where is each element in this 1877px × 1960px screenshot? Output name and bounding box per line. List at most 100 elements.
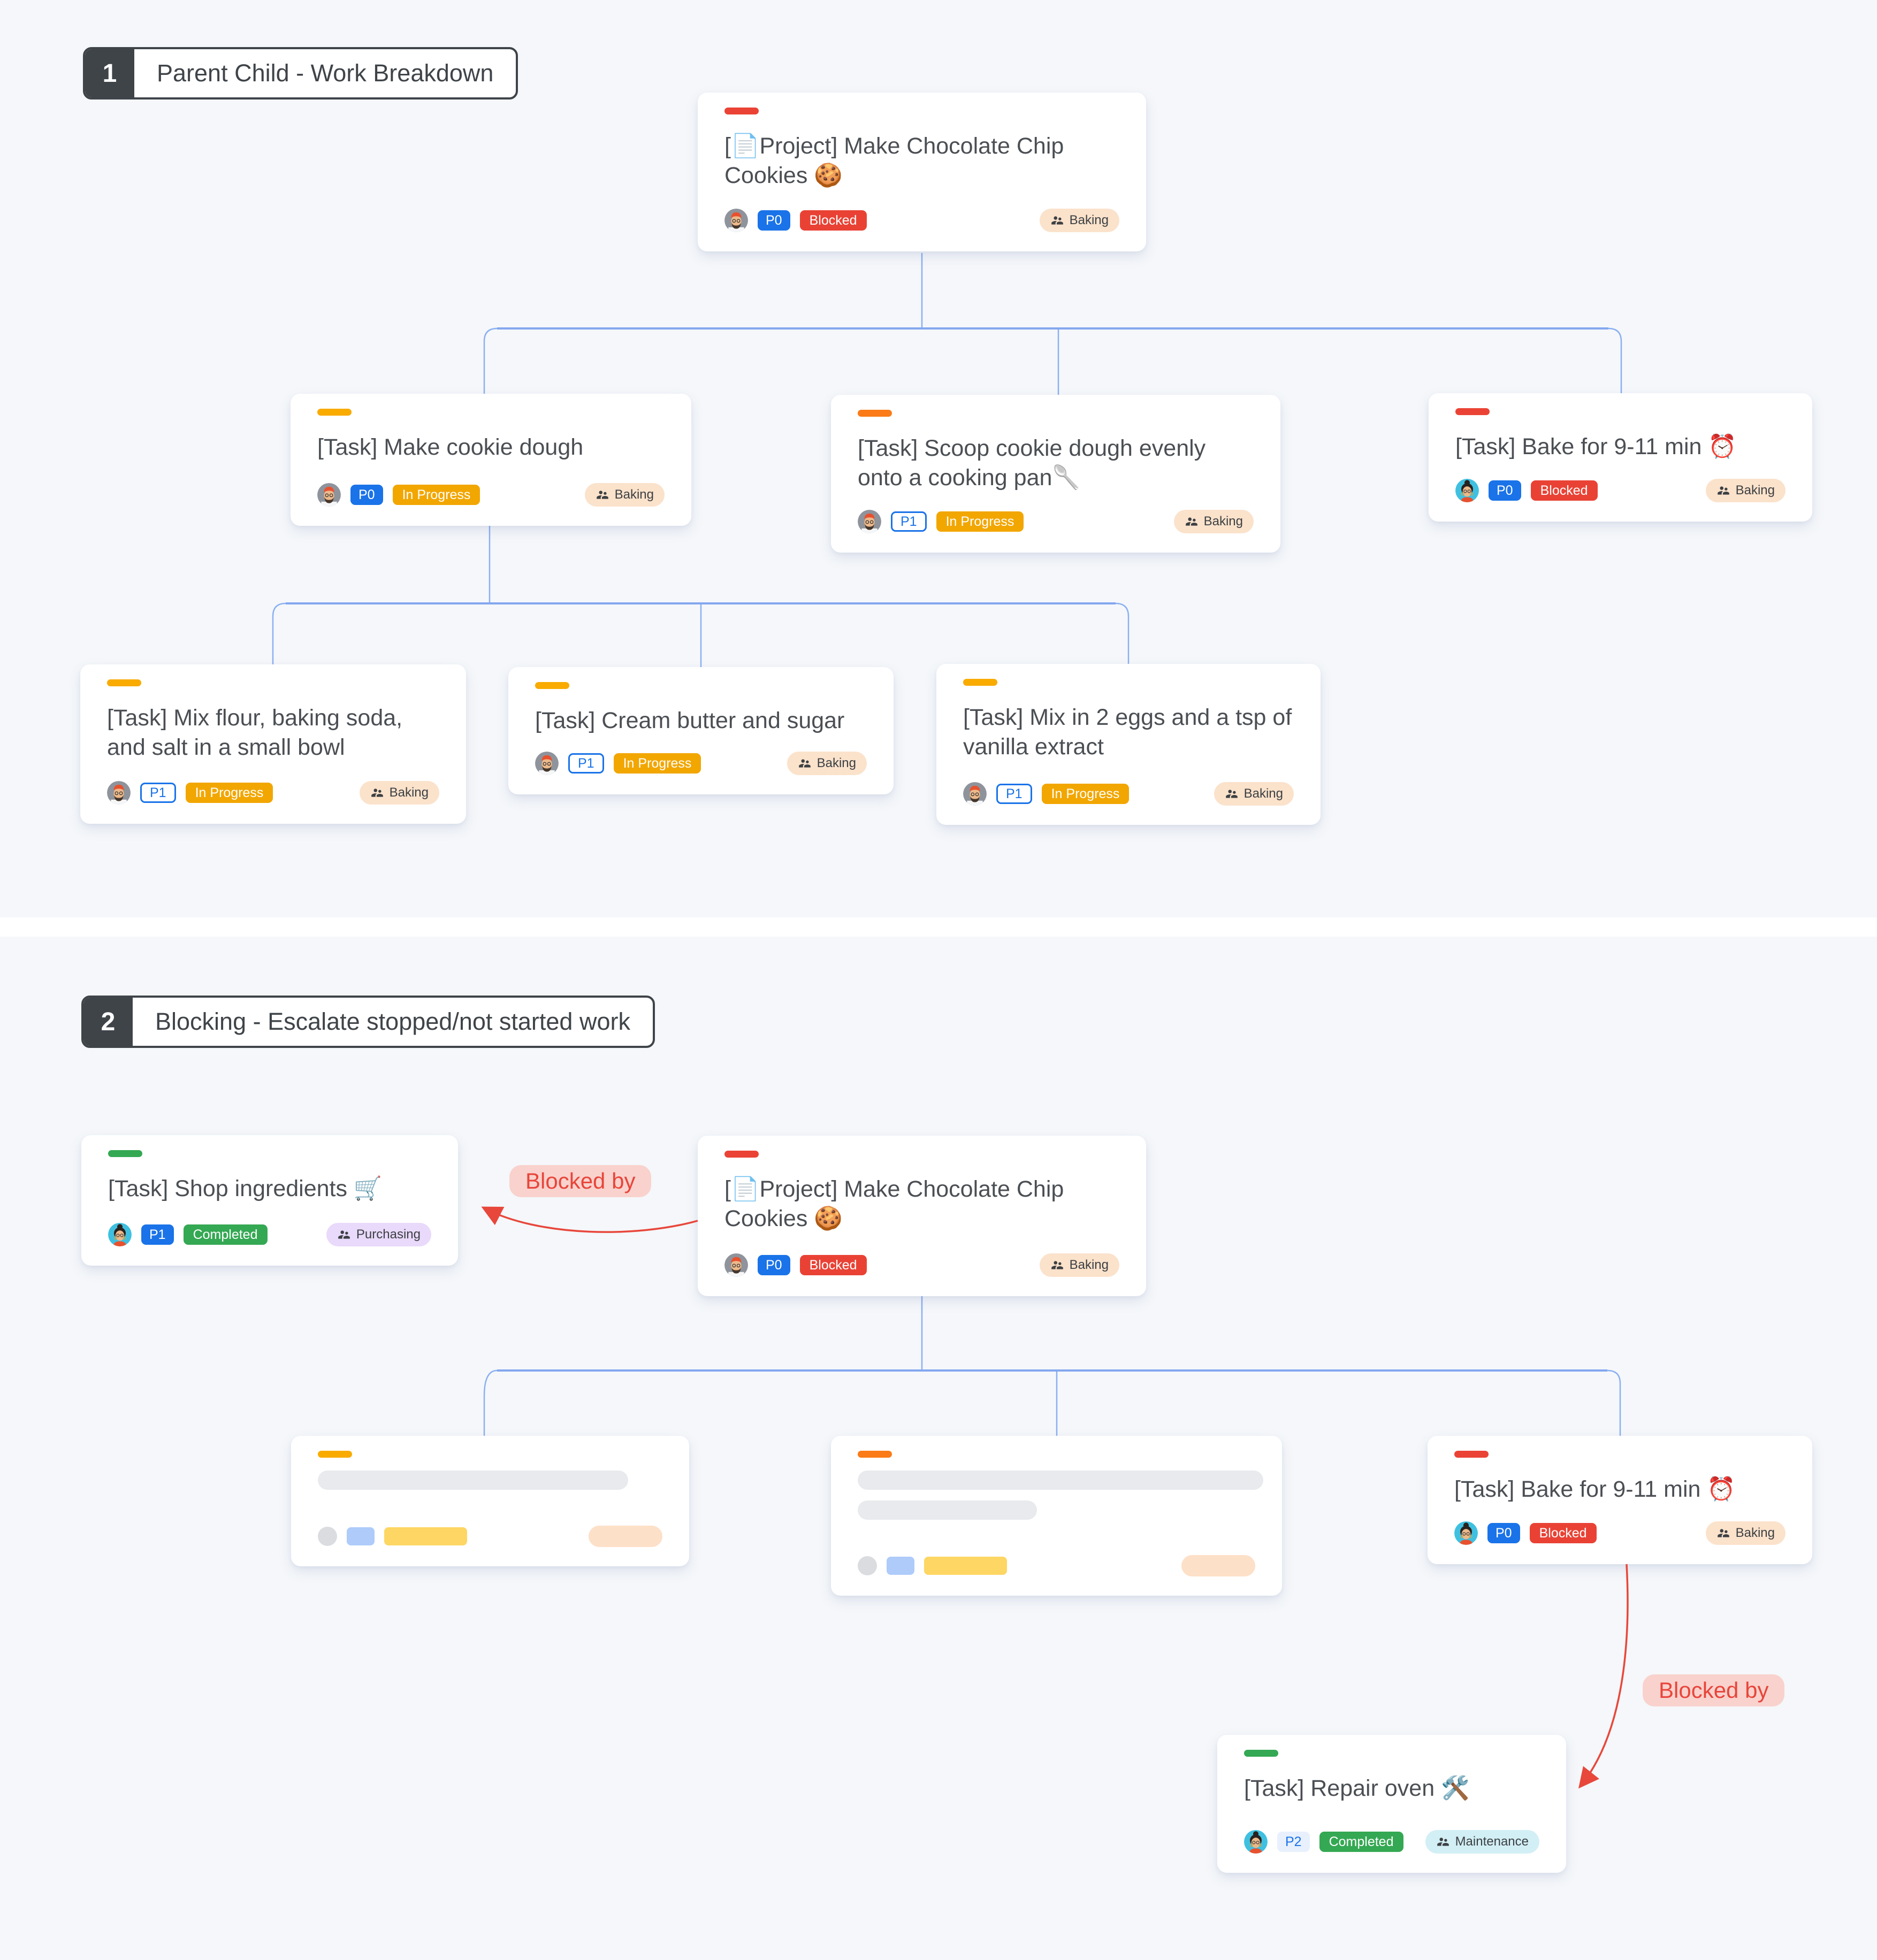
people-icon bbox=[1225, 787, 1239, 801]
connector-line bbox=[483, 327, 498, 394]
card-title: [📄Project] Make Chocolate Chip Cookies 🍪 bbox=[724, 1176, 1064, 1231]
status-badge: Blocked bbox=[799, 1255, 867, 1275]
skeleton-avatar bbox=[858, 1556, 877, 1575]
card-title: [Task] Mix in 2 eggs and a tsp of vanill… bbox=[963, 705, 1292, 760]
woman-teal-avatar bbox=[1454, 1521, 1478, 1545]
status-badge: In Progress bbox=[1041, 784, 1130, 804]
priority-badge: P2 bbox=[1277, 1832, 1310, 1852]
team-tag: Maintenance bbox=[1425, 1830, 1539, 1854]
connector-line bbox=[483, 1369, 498, 1436]
blocked-by-label: Blocked by bbox=[1643, 1674, 1785, 1706]
team-tag-label: Purchasing bbox=[356, 1227, 421, 1242]
status-badge: In Progress bbox=[185, 783, 273, 803]
status-badge: In Progress bbox=[392, 485, 480, 505]
placeholder-task-card[interactable] bbox=[831, 1436, 1282, 1596]
man-red-beanie-avatar bbox=[858, 510, 881, 533]
card-title: [Task] Cream butter and sugar bbox=[535, 708, 845, 733]
status-badge: Blocked bbox=[799, 210, 867, 231]
team-tag: Baking bbox=[1214, 782, 1294, 806]
priority-badge: P1 bbox=[141, 1224, 174, 1245]
project-card-cookies[interactable]: [📄Project] Make Chocolate Chip Cookies 🍪… bbox=[698, 93, 1146, 251]
card-accent-bar bbox=[1244, 1750, 1278, 1757]
task-card-bake[interactable]: [Task] Bake for 9-11 min ⏰ P0 Blocked Ba… bbox=[1428, 1436, 1812, 1564]
skeleton-title-bar bbox=[858, 1500, 1037, 1520]
task-card-repair-oven[interactable]: [Task] Repair oven 🛠️ P2 Completed Maint… bbox=[1217, 1735, 1566, 1873]
skeleton-status-chip bbox=[384, 1527, 467, 1545]
people-icon bbox=[798, 756, 812, 770]
team-tag: Baking bbox=[1705, 1521, 1786, 1545]
card-footer: P1 In Progress Baking bbox=[107, 781, 439, 805]
card-accent-bar bbox=[535, 682, 569, 689]
team-tag-label: Baking bbox=[1243, 786, 1283, 801]
priority-badge: P1 bbox=[996, 784, 1032, 804]
status-badge: In Progress bbox=[613, 753, 701, 774]
team-tag: Purchasing bbox=[326, 1223, 431, 1246]
skeleton-status-chip bbox=[924, 1557, 1007, 1575]
task-card-scoop-dough[interactable]: [Task] Scoop cookie dough evenly onto a … bbox=[831, 395, 1280, 553]
connector-line bbox=[1607, 1369, 1621, 1436]
people-icon bbox=[1050, 1258, 1064, 1272]
task-card-mix-eggs[interactable]: [Task] Mix in 2 eggs and a tsp of vanill… bbox=[936, 664, 1321, 825]
card-accent-bar bbox=[1454, 1451, 1489, 1458]
card-title: [Task] Shop ingredients 🛒 bbox=[108, 1176, 383, 1201]
card-accent-bar bbox=[108, 1150, 142, 1157]
priority-badge: P0 bbox=[1489, 480, 1521, 501]
card-title: [Task] Bake for 9-11 min ⏰ bbox=[1455, 434, 1737, 460]
team-tag-label: Baking bbox=[1069, 213, 1109, 227]
card-footer bbox=[858, 1555, 1255, 1576]
card-accent-bar bbox=[724, 108, 759, 114]
task-card-cream-butter[interactable]: [Task] Cream butter and sugar P1 In Prog… bbox=[508, 667, 894, 794]
woman-teal-avatar bbox=[1455, 479, 1479, 502]
card-title: [Task] Bake for 9-11 min ⏰ bbox=[1454, 1476, 1736, 1502]
card-accent-bar bbox=[317, 409, 352, 416]
card-title: [Task] Scoop cookie dough evenly onto a … bbox=[858, 435, 1206, 491]
people-icon bbox=[1050, 213, 1064, 227]
section-number: 2 bbox=[83, 998, 133, 1046]
team-tag-label: Baking bbox=[1735, 483, 1775, 497]
skeleton-team-pill bbox=[589, 1526, 662, 1547]
team-tag-label: Baking bbox=[1203, 514, 1243, 529]
status-badge: Blocked bbox=[1529, 1523, 1597, 1543]
card-accent-bar bbox=[963, 679, 997, 686]
priority-badge: P0 bbox=[350, 485, 383, 505]
team-tag: Baking bbox=[584, 483, 665, 507]
connector-line bbox=[1115, 602, 1130, 664]
skeleton-priority-chip bbox=[347, 1527, 375, 1545]
team-tag-label: Baking bbox=[614, 487, 654, 502]
team-tag-label: Baking bbox=[1735, 1526, 1775, 1540]
people-icon bbox=[1185, 515, 1199, 529]
skeleton-team-pill bbox=[1181, 1555, 1255, 1576]
card-title: [Task] Repair oven 🛠️ bbox=[1244, 1775, 1470, 1801]
card-title: [📄Project] Make Chocolate Chip Cookies 🍪 bbox=[724, 133, 1064, 188]
man-red-beanie-avatar bbox=[724, 1253, 748, 1277]
card-footer: P0 Blocked Baking bbox=[1454, 1521, 1786, 1545]
card-title: [Task] Make cookie dough bbox=[317, 434, 584, 460]
status-badge: Completed bbox=[183, 1224, 268, 1245]
card-footer bbox=[318, 1526, 662, 1547]
card-accent-bar bbox=[858, 1451, 892, 1458]
team-tag: Baking bbox=[1039, 1253, 1119, 1277]
people-icon bbox=[1716, 484, 1730, 497]
task-card-mix-flour[interactable]: [Task] Mix flour, baking soda, and salt … bbox=[80, 664, 466, 824]
task-card-make-cookie-dough[interactable]: [Task] Make cookie dough P0 In Progress … bbox=[291, 394, 691, 526]
card-accent-bar bbox=[858, 410, 892, 417]
man-red-beanie-avatar bbox=[724, 209, 748, 232]
task-card-shop-ingredients[interactable]: [Task] Shop ingredients 🛒 P1 Completed P… bbox=[81, 1135, 458, 1266]
status-badge: Blocked bbox=[1530, 480, 1598, 501]
card-footer: P0 Blocked Baking bbox=[724, 1253, 1119, 1277]
card-footer: P1 In Progress Baking bbox=[535, 752, 867, 775]
man-red-beanie-avatar bbox=[107, 781, 131, 805]
project-card-cookies[interactable]: [📄Project] Make Chocolate Chip Cookies 🍪… bbox=[698, 1136, 1146, 1296]
team-tag: Baking bbox=[359, 781, 439, 805]
placeholder-task-card[interactable] bbox=[291, 1436, 689, 1566]
blocked-by-label: Blocked by bbox=[509, 1165, 652, 1197]
task-card-bake[interactable]: [Task] Bake for 9-11 min ⏰ P0 Blocked Ba… bbox=[1429, 393, 1812, 522]
card-footer: P0 In Progress Baking bbox=[317, 483, 665, 507]
status-badge: Completed bbox=[1319, 1832, 1403, 1852]
woman-teal-avatar bbox=[108, 1223, 132, 1246]
connector-line bbox=[1608, 327, 1622, 393]
priority-badge: P1 bbox=[568, 753, 604, 774]
team-tag: Baking bbox=[1705, 479, 1786, 502]
